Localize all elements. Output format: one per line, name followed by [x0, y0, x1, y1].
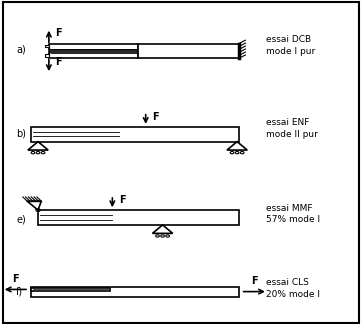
Text: essai CLS
20% mode I: essai CLS 20% mode I [266, 278, 320, 298]
Bar [49, 52, 138, 58]
Bar [45, 45, 49, 47]
Bar [138, 43, 239, 58]
Text: essai DCB
mode I pur: essai DCB mode I pur [266, 35, 315, 55]
Text: F: F [12, 274, 19, 284]
Text: f): f) [16, 287, 24, 296]
Text: essai MMF
57% mode I: essai MMF 57% mode I [266, 204, 320, 225]
Text: F: F [251, 276, 258, 286]
Bar [45, 54, 49, 57]
Bar [31, 287, 110, 291]
Bar [38, 210, 239, 225]
Bar [31, 286, 239, 297]
Bar [31, 127, 239, 142]
Bar [49, 43, 138, 50]
Text: e): e) [16, 215, 26, 225]
Text: b): b) [16, 128, 26, 138]
Text: a): a) [16, 45, 26, 55]
Text: F: F [55, 28, 62, 38]
Text: F: F [119, 195, 126, 205]
Text: F: F [152, 112, 159, 122]
Text: essai ENF
mode II pur: essai ENF mode II pur [266, 118, 318, 139]
Text: F: F [55, 57, 62, 67]
